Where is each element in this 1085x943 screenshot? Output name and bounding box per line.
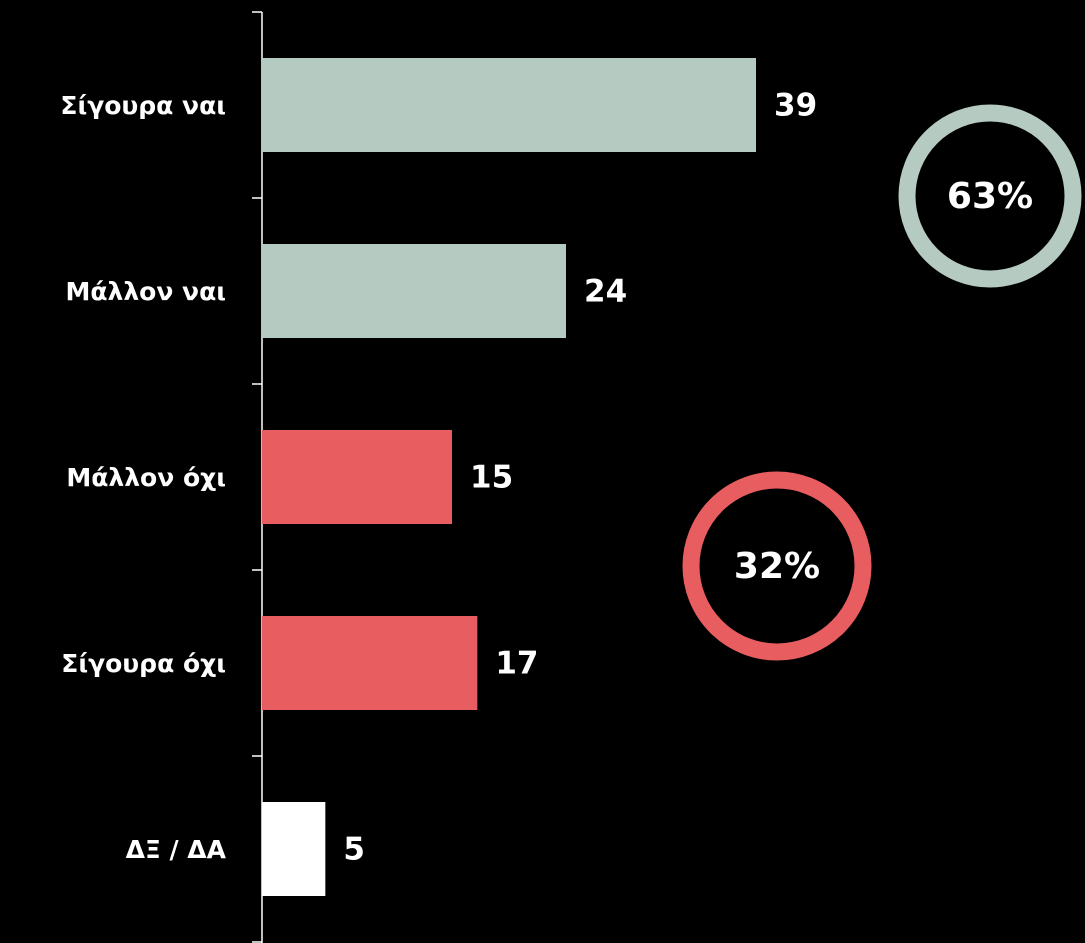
bar bbox=[262, 616, 478, 710]
value-label: 15 bbox=[470, 460, 513, 496]
bar bbox=[262, 58, 756, 152]
category-label: Σίγουρα όχι bbox=[61, 649, 226, 678]
category-label: ΔΞ / ΔΑ bbox=[126, 835, 227, 864]
bar bbox=[262, 802, 326, 896]
category-label: Μάλλον όχι bbox=[66, 463, 226, 492]
category-label: Μάλλον ναι bbox=[65, 277, 226, 306]
annotation-label: 63% bbox=[947, 176, 1033, 217]
value-label: 39 bbox=[774, 88, 817, 124]
bar bbox=[262, 244, 566, 338]
annotation-label: 32% bbox=[734, 546, 820, 587]
value-label: 17 bbox=[495, 646, 538, 682]
annotation-ring bbox=[682, 471, 872, 661]
value-label: 5 bbox=[343, 832, 365, 868]
category-label: Σίγουρα ναι bbox=[60, 91, 226, 120]
bar bbox=[262, 430, 452, 524]
annotation-ring bbox=[898, 104, 1082, 288]
value-label: 24 bbox=[584, 274, 627, 310]
